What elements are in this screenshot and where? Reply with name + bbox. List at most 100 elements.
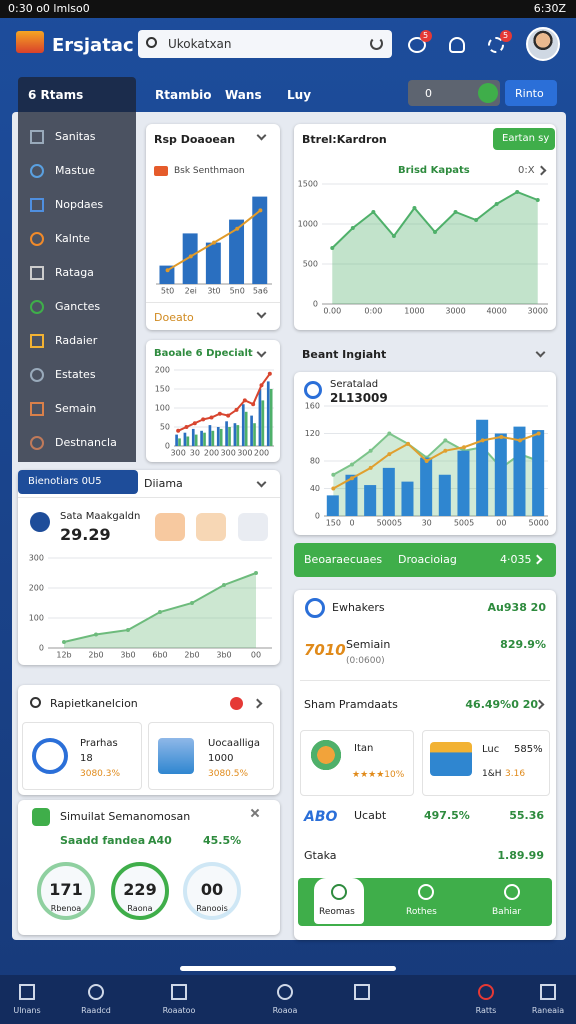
nav-icon[interactable] xyxy=(478,984,494,1000)
nav-label[interactable]: Roaoa xyxy=(272,1006,298,1015)
sidebar-icon[interactable] xyxy=(30,334,44,348)
nav-tab[interactable]: Luy xyxy=(287,88,312,102)
tile[interactable] xyxy=(300,730,414,796)
y-tick-label: 300 xyxy=(29,554,44,563)
tile-percent: 585% xyxy=(514,744,543,755)
status-bar xyxy=(0,0,576,18)
sidebar-icon[interactable] xyxy=(30,164,44,178)
action-icon[interactable] xyxy=(504,884,520,900)
y-tick-label: 40 xyxy=(310,484,320,493)
nav-icon[interactable] xyxy=(171,984,187,1000)
point xyxy=(251,402,256,407)
chip[interactable] xyxy=(196,513,226,541)
sidebar-icon[interactable] xyxy=(30,266,44,280)
y-tick-label: 0 xyxy=(165,442,170,451)
sidebar-item[interactable]: Destnancla xyxy=(55,436,117,449)
menu-tab[interactable] xyxy=(18,77,136,112)
sidebar-icon[interactable] xyxy=(30,300,44,314)
summary-tab[interactable] xyxy=(18,470,138,494)
sidebar-icon[interactable] xyxy=(30,402,44,416)
sidebar-icon[interactable] xyxy=(30,232,44,246)
action-label[interactable]: Bahiar xyxy=(492,907,522,917)
sidebar-icon[interactable] xyxy=(30,130,44,144)
sidebar-item[interactable]: Estates xyxy=(55,368,96,381)
bar xyxy=(200,430,203,446)
point xyxy=(331,486,336,491)
card-button[interactable] xyxy=(493,128,555,150)
point xyxy=(536,431,541,436)
nav-icon[interactable] xyxy=(19,984,35,1000)
nav-tab[interactable]: Wans xyxy=(225,88,262,102)
tile[interactable] xyxy=(22,722,142,790)
tab-label[interactable]: Diiama xyxy=(144,477,183,490)
bar xyxy=(233,423,237,446)
banner[interactable] xyxy=(294,543,556,577)
sidebar-item[interactable]: Nopdaes xyxy=(55,198,104,211)
sidebar-item[interactable]: Mastue xyxy=(55,164,96,177)
refresh-icon[interactable] xyxy=(370,37,383,50)
action-label[interactable]: Rinto xyxy=(515,87,544,100)
action-label[interactable]: Rothes xyxy=(406,907,437,917)
notification-icon[interactable] xyxy=(408,37,426,53)
nav-icon[interactable] xyxy=(540,984,556,1000)
search-box[interactable] xyxy=(138,30,392,58)
action-label[interactable]: Reomas xyxy=(319,907,355,917)
brand-value: 55.36 xyxy=(509,809,544,822)
x-tick-label: 300 xyxy=(237,449,252,458)
avatar[interactable] xyxy=(526,27,560,61)
sidebar-item[interactable]: Kalnte xyxy=(55,232,90,245)
y-tick-label: 120 xyxy=(305,429,320,438)
nav-icon[interactable] xyxy=(88,984,104,1000)
point xyxy=(158,610,162,614)
y-tick-label: 1500 xyxy=(298,180,318,189)
gauge-label: Rbenoa xyxy=(50,904,82,913)
nav-tab[interactable]: Rtambio xyxy=(155,88,212,102)
sidebar-item[interactable]: Sanitas xyxy=(55,130,96,143)
point xyxy=(424,459,429,463)
line xyxy=(332,432,540,490)
bar xyxy=(183,432,187,446)
settings-icon[interactable] xyxy=(488,37,504,53)
sidebar-item[interactable]: Rataga xyxy=(55,266,94,279)
sidebar-item[interactable]: Semain xyxy=(55,402,97,415)
app-logo xyxy=(16,31,44,53)
bell-icon[interactable] xyxy=(449,37,465,53)
sidebar-item[interactable]: Radaier xyxy=(55,334,98,347)
chart: 0 500 1000 1500 0.00 0:00 1000 3000 4000 3000 xyxy=(298,180,548,316)
point xyxy=(387,431,392,436)
status-dot xyxy=(230,697,243,710)
menu-label[interactable]: 6 Rtams xyxy=(28,88,84,102)
nav-label[interactable]: Ratts xyxy=(475,1006,497,1015)
tab-label[interactable]: Bienotiars 0U5 xyxy=(28,476,102,487)
nav-label[interactable]: Roaatoo xyxy=(162,1006,196,1015)
chip[interactable] xyxy=(238,513,268,541)
sidebar-icon[interactable] xyxy=(30,198,44,212)
nav-icon[interactable] xyxy=(354,984,370,1000)
y-tick-label: 100 xyxy=(29,614,44,623)
chip[interactable] xyxy=(155,513,185,541)
bar xyxy=(261,400,265,446)
bar xyxy=(513,426,526,516)
nav-label[interactable]: Raadcd xyxy=(81,1006,111,1015)
point xyxy=(242,398,247,403)
nav-icon[interactable] xyxy=(277,984,293,1000)
tile-icon xyxy=(430,742,472,776)
tile[interactable] xyxy=(148,722,274,790)
nav-label[interactable]: Ulnans xyxy=(13,1006,41,1015)
item-name: Semiain xyxy=(346,638,391,651)
card-button-label[interactable]: Eartan sy xyxy=(502,133,550,144)
bar xyxy=(269,389,273,446)
action-button[interactable] xyxy=(505,80,557,106)
nav-label[interactable]: Raneaia xyxy=(531,1006,565,1015)
x-tick-label: 5n0 xyxy=(230,287,245,296)
sidebar-icon[interactable] xyxy=(30,436,44,450)
action-icon[interactable] xyxy=(418,884,434,900)
card-icon xyxy=(305,598,325,618)
sidebar-item[interactable]: Ganctes xyxy=(55,300,101,313)
total-value: 1.89.99 xyxy=(497,849,544,862)
action-icon[interactable] xyxy=(331,884,347,900)
sidebar-icon[interactable] xyxy=(30,368,44,382)
range-label[interactable]: 0:X xyxy=(518,165,535,176)
tile[interactable] xyxy=(422,730,550,796)
